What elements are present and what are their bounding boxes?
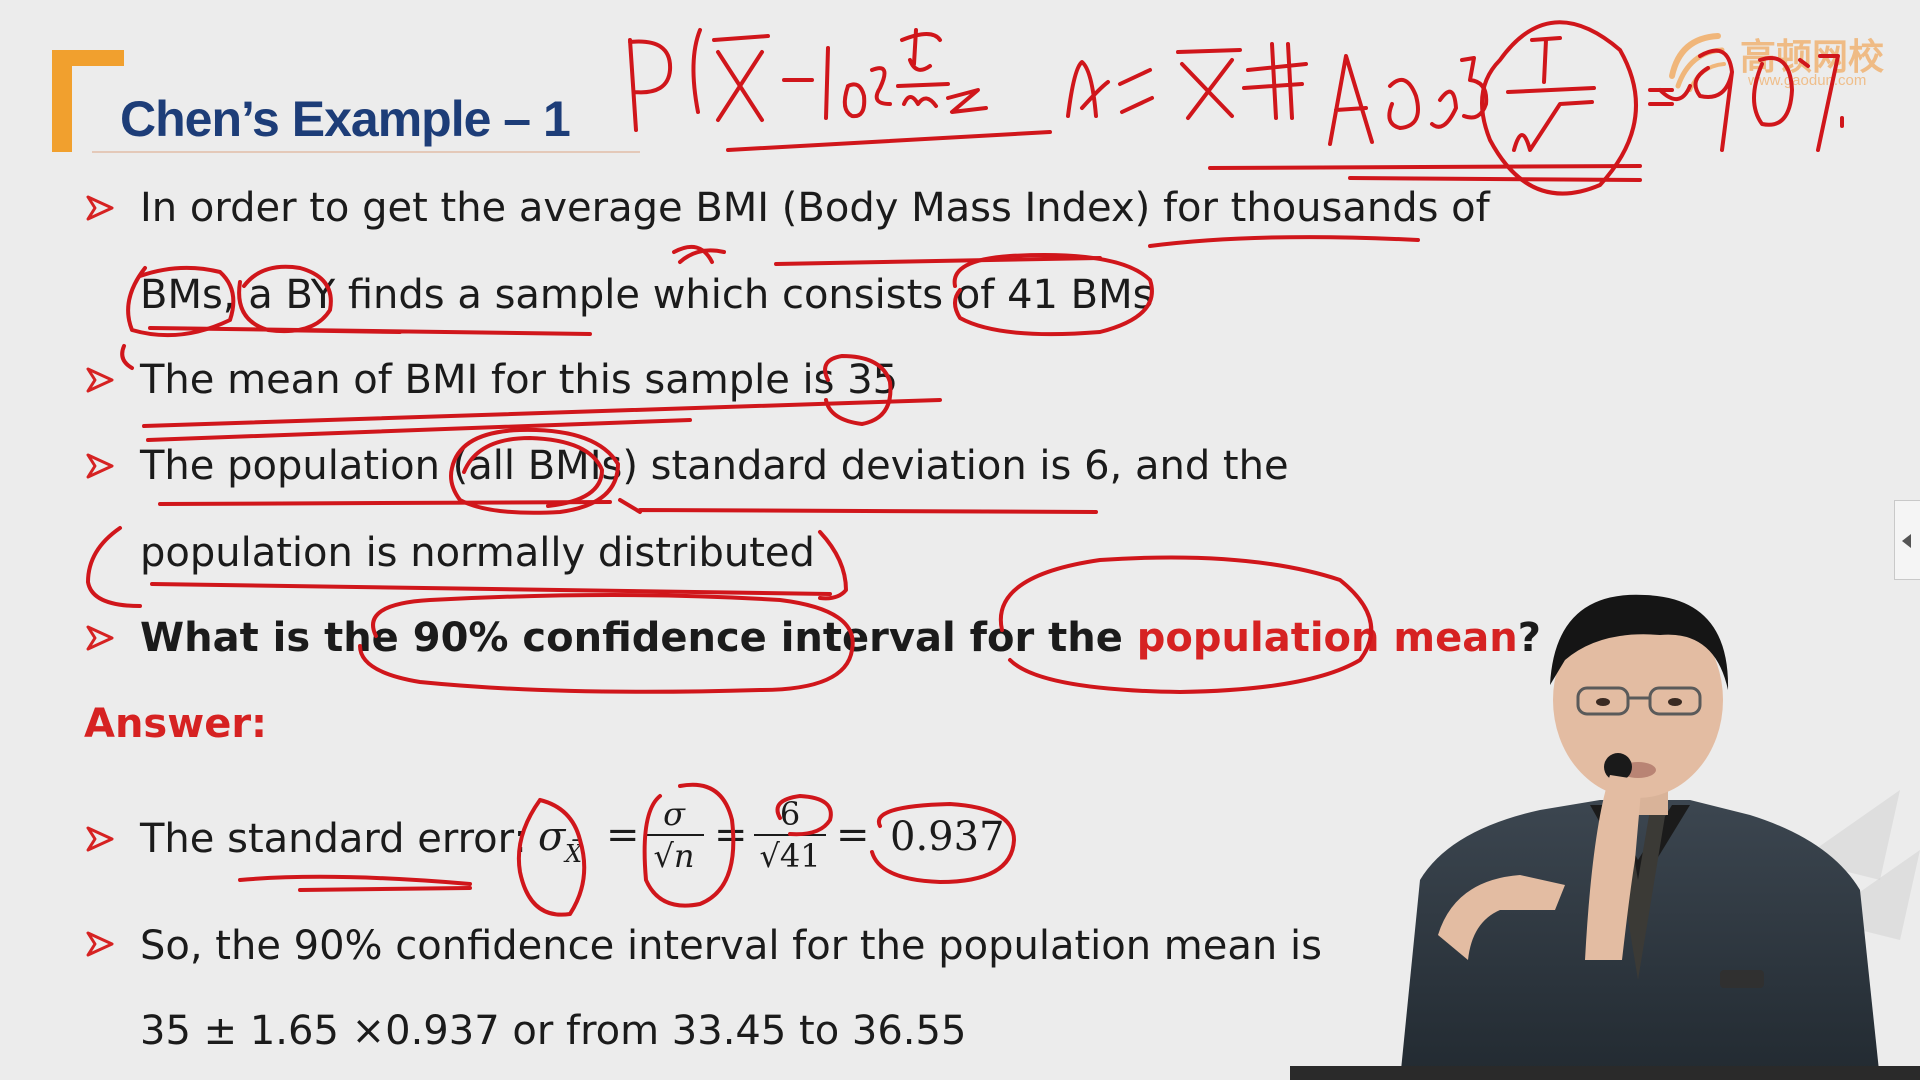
fraction-denominator: √n <box>653 837 695 875</box>
slide-title: Chen’s Example – 1 <box>120 91 571 147</box>
standard-error-label: The standard error: <box>140 816 527 862</box>
bullet-text: BMs, a BY finds a sample which consists … <box>140 272 1154 318</box>
equals-sign: = <box>836 812 870 858</box>
answer-label: Answer: <box>84 701 268 747</box>
sigma-symbol: σ <box>538 814 566 860</box>
bullet-arrow-icon <box>86 931 114 957</box>
title-bracket-decoration <box>52 50 72 152</box>
bullet-arrow-icon <box>86 453 114 479</box>
presenter-video-overlay <box>1400 594 1920 1080</box>
question-text-part: ? <box>1517 615 1541 661</box>
fraction-numerator: 6 <box>779 795 801 833</box>
question-text-part: What is the 90% confidence interval for … <box>140 615 1137 661</box>
gaodun-logo-icon <box>1669 33 1726 92</box>
sigma-subscript: X̄ <box>565 840 583 868</box>
conclusion-line: 35 ± 1.65 ×0.937 or from 33.45 to 36.55 <box>140 1008 967 1054</box>
bullet-arrow-icon <box>86 367 114 393</box>
equals-sign: = <box>606 812 640 858</box>
question-text: What is the 90% confidence interval for … <box>140 614 1541 662</box>
standard-error-result: 0.937 <box>890 814 1005 860</box>
title-bracket-decoration-top <box>52 50 124 66</box>
bullet-text: The mean of BMI for this sample is 35 <box>140 357 899 403</box>
side-panel-toggle[interactable] <box>1894 500 1920 580</box>
logo-url: www.gaodun.com <box>1748 72 1867 89</box>
fraction-sigma-over-root-n: σ √n <box>644 794 704 876</box>
conclusion-line: So, the 90% confidence interval for the … <box>140 923 1322 969</box>
equals-sign: = <box>714 812 748 858</box>
fraction-6-over-root-41: 6 √41 <box>754 794 826 876</box>
chevron-left-icon <box>1902 534 1911 548</box>
bullet-text: In order to get the average BMI (Body Ma… <box>140 185 1490 231</box>
title-underline <box>92 151 640 153</box>
video-bottom-bar <box>1290 1066 1920 1080</box>
bullet-arrow-icon <box>86 195 114 221</box>
bullet-text: The population (all BMIs) standard devia… <box>140 443 1289 489</box>
fraction-numerator: σ <box>663 795 685 833</box>
bullet-arrow-icon <box>86 826 114 852</box>
fraction-denominator: √41 <box>759 837 821 875</box>
brand-logo: 高顿网校 www.gaodun.com <box>1660 26 1905 96</box>
bullet-arrow-icon <box>86 625 114 651</box>
title-bracket-cutout <box>72 66 124 152</box>
bullet-text: population is normally distributed <box>140 530 815 576</box>
